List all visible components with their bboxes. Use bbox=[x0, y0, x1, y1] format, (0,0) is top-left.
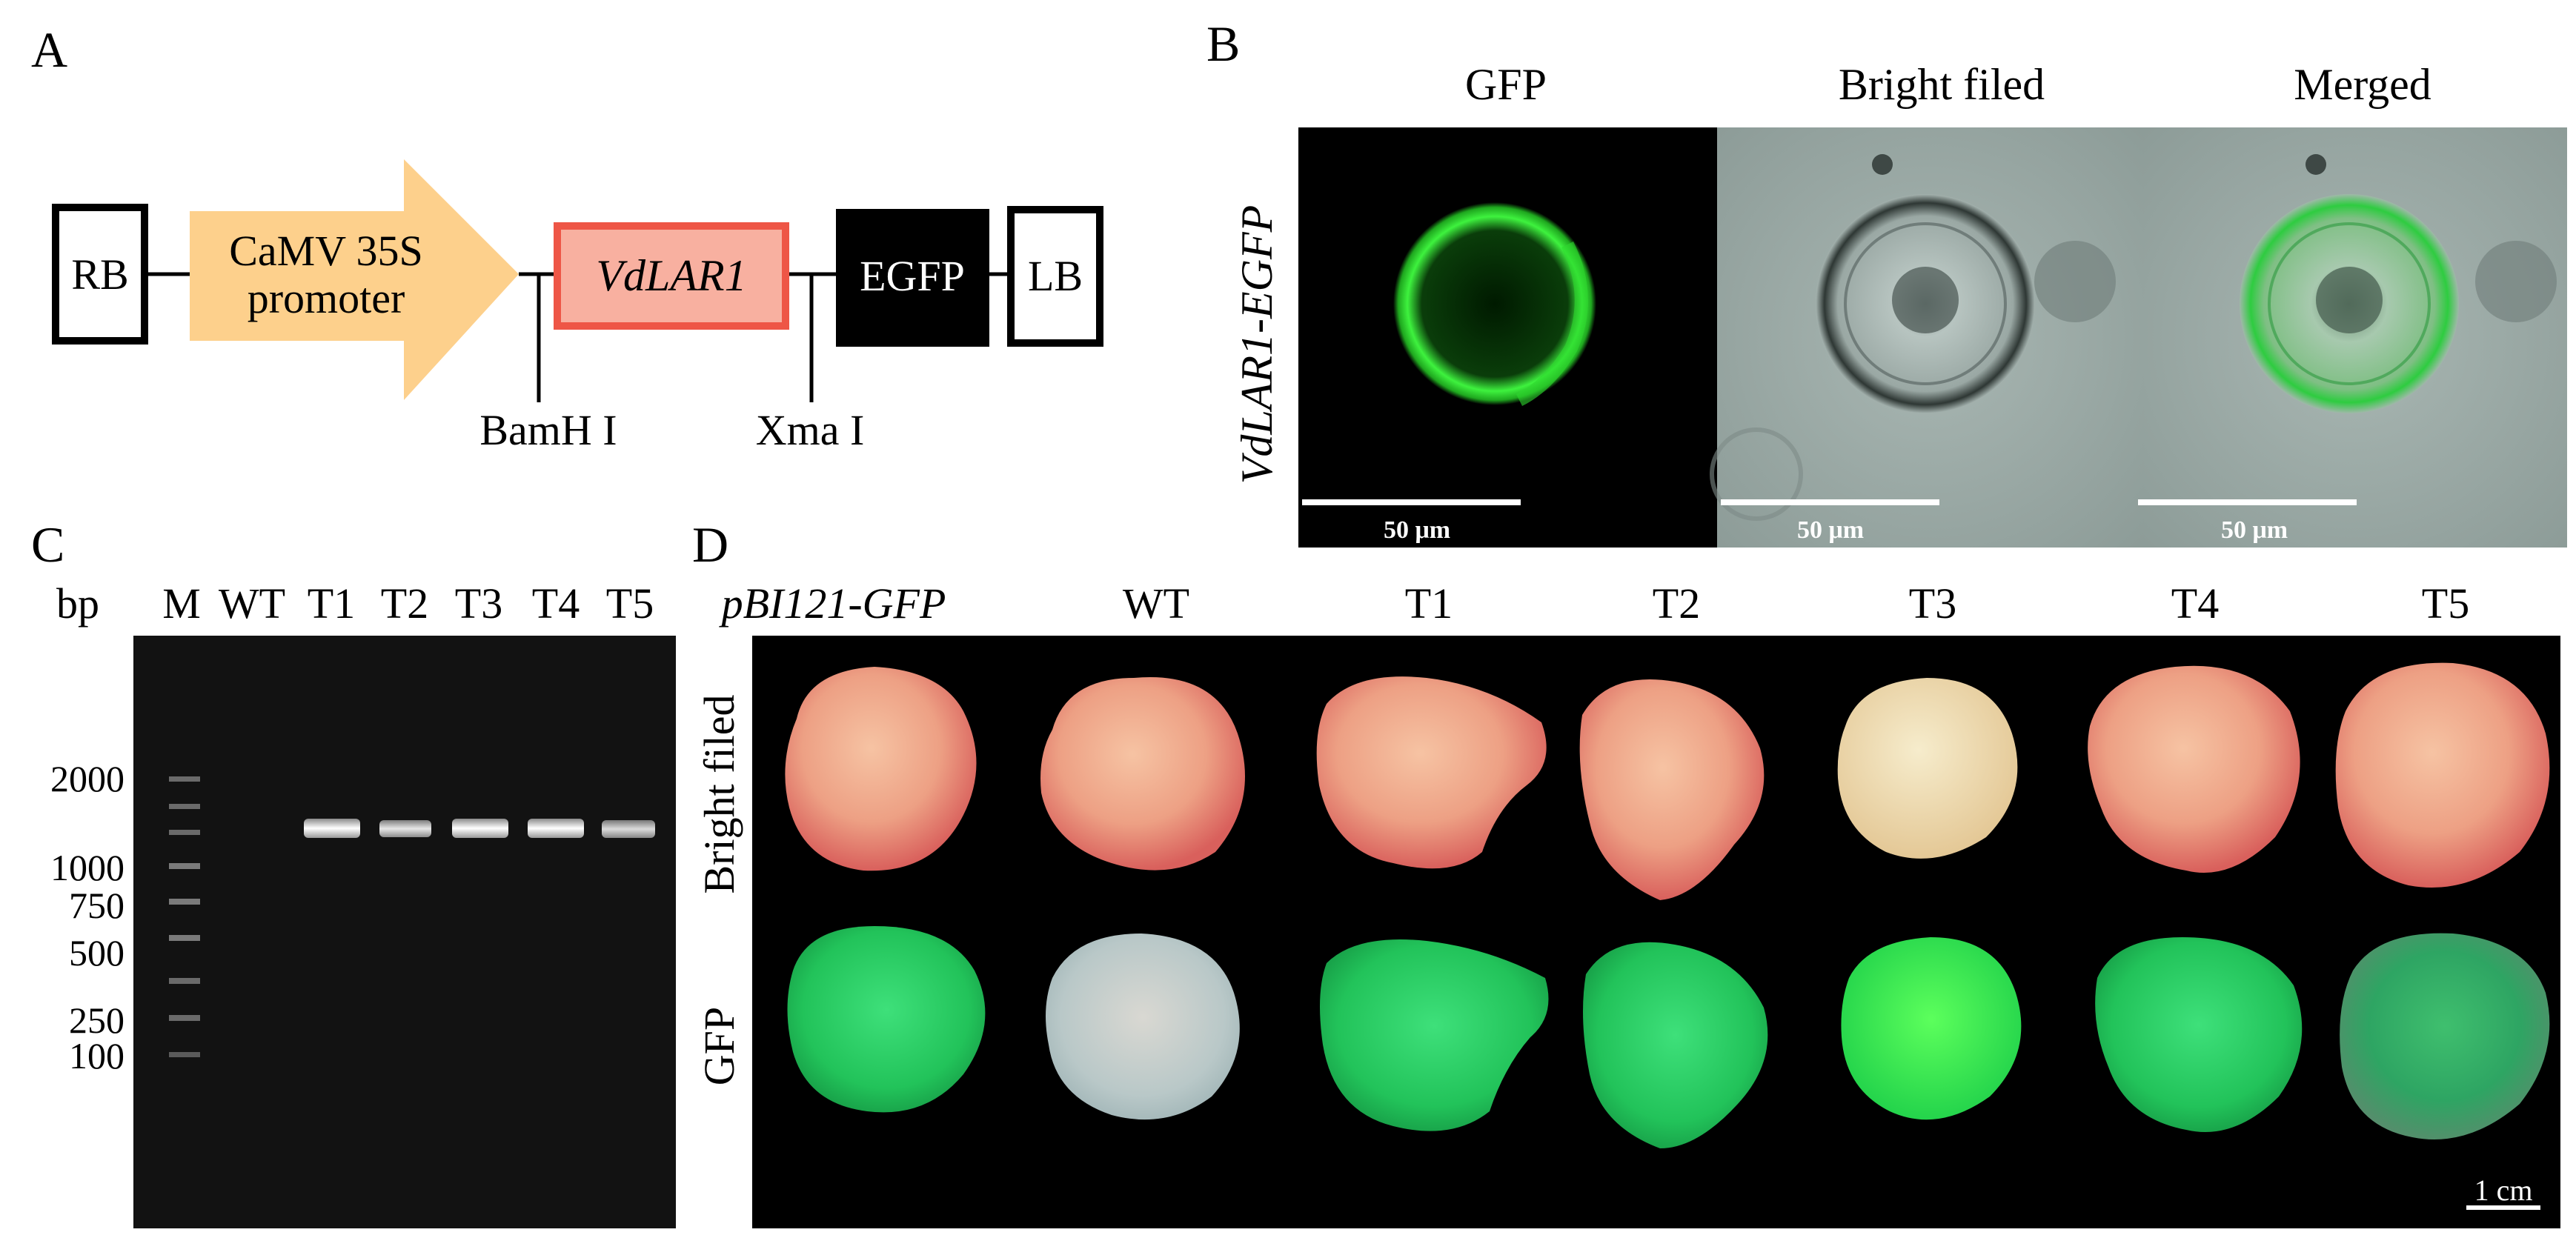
ladder-band bbox=[169, 863, 200, 869]
construct-diagram: RB CaMV 35S promoter BamH I VdLAR1 Xma I… bbox=[52, 159, 1103, 454]
marker-ladder bbox=[169, 776, 200, 1057]
merged-scale-label: 50 μm bbox=[2221, 516, 2288, 544]
calli-row-gfp: GFP bbox=[695, 1007, 743, 1085]
marker-750: 750 bbox=[69, 885, 125, 926]
microscopy-col-gfp: GFP bbox=[1465, 60, 1547, 109]
microscopy-panel: GFP Bright filed Merged VdLAR1-EGFP 50 μ… bbox=[1232, 60, 2567, 548]
callus-bright-wt bbox=[1040, 676, 1245, 871]
microscopy-col-merged: Merged bbox=[2294, 60, 2431, 109]
callus-gfp-pbi121 bbox=[787, 926, 986, 1113]
gel-panel: bp M WT T1 T2 T3 T4 T5 2000 1000 750 bbox=[50, 579, 676, 1228]
ladder-band bbox=[169, 935, 200, 941]
callus-gfp-wt bbox=[1046, 934, 1240, 1120]
merged-particle bbox=[2306, 154, 2326, 175]
promoter-label-line1: CaMV 35S bbox=[229, 227, 423, 275]
ladder-band bbox=[169, 1052, 200, 1057]
calli-col-t4: T4 bbox=[2171, 579, 2219, 628]
calli-panel: pBI121-GFP WT T1 T2 T3 T4 T5 Bright file… bbox=[695, 579, 2560, 1228]
callus-gfp-t2 bbox=[1583, 942, 1768, 1148]
callus-bright-t1 bbox=[1316, 676, 1547, 869]
gel-lane-m: M bbox=[162, 579, 201, 628]
gel-lane-t1: T1 bbox=[308, 579, 355, 628]
lb-label: LB bbox=[1028, 252, 1083, 300]
ladder-band bbox=[169, 1015, 200, 1021]
marker-2000: 2000 bbox=[50, 758, 125, 799]
gfp-protoplast bbox=[1393, 202, 1596, 405]
calli-scale-label: 1 cm bbox=[2474, 1174, 2533, 1207]
band-t5 bbox=[602, 820, 655, 838]
callus-bright-pbi121 bbox=[785, 667, 977, 871]
bamhi-site-label: BamH I bbox=[479, 406, 617, 454]
gel-lane-t4: T4 bbox=[532, 579, 580, 628]
gfp-scale-label: 50 μm bbox=[1384, 516, 1450, 544]
calli-col-t1: T1 bbox=[1405, 579, 1453, 628]
panel-a-label: A bbox=[31, 21, 67, 78]
vdlar1-gene-box bbox=[554, 222, 789, 330]
gel-bp-label: bp bbox=[56, 579, 99, 628]
panel-b-label: B bbox=[1206, 16, 1240, 72]
bf-scale-label: 50 μm bbox=[1797, 516, 1864, 544]
vdlar1-gene-label: VdLAR1 bbox=[596, 251, 746, 300]
gel-lane-t3: T3 bbox=[455, 579, 502, 628]
microscopy-row-label: VdLAR1-EGFP bbox=[1232, 205, 1281, 485]
rb-label: RB bbox=[71, 250, 128, 299]
callus-bright-t4 bbox=[2088, 665, 2300, 873]
ladder-band bbox=[169, 830, 200, 835]
band-t1 bbox=[304, 819, 360, 838]
calli-col-pbi121: pBI121-GFP bbox=[719, 579, 946, 628]
ladder-band bbox=[169, 899, 200, 905]
marker-500: 500 bbox=[69, 932, 125, 974]
band-t2 bbox=[379, 820, 431, 837]
egfp-box bbox=[836, 209, 989, 347]
callus-gfp-t1 bbox=[1320, 939, 1549, 1131]
calli-col-t3: T3 bbox=[1909, 579, 1956, 628]
gel-image bbox=[133, 636, 676, 1228]
gel-lane-wt: WT bbox=[219, 579, 285, 628]
xmai-site-label: Xma I bbox=[756, 406, 865, 454]
ladder-band bbox=[169, 776, 200, 782]
bf-ring-inner bbox=[1844, 222, 2007, 385]
calli-col-t2: T2 bbox=[1653, 579, 1700, 628]
band-t3 bbox=[452, 819, 508, 838]
microscopy-col-bright: Bright filed bbox=[1839, 60, 2045, 109]
calli-row-bright: Bright filed bbox=[695, 694, 743, 893]
marker-250: 250 bbox=[69, 999, 125, 1041]
gel-lane-t2: T2 bbox=[381, 579, 428, 628]
lb-box bbox=[1007, 206, 1103, 347]
bf-halo bbox=[1710, 427, 1803, 521]
bf-particle bbox=[1872, 154, 1893, 175]
panel-d-label: D bbox=[692, 516, 728, 573]
calli-col-t5: T5 bbox=[2422, 579, 2469, 628]
callus-bright-t2 bbox=[1579, 679, 1765, 900]
bf-vacuole bbox=[1892, 267, 1959, 333]
callus-bright-t3 bbox=[1837, 678, 2018, 859]
callus-gfp-t4 bbox=[2095, 937, 2303, 1132]
gel-lane-t5: T5 bbox=[606, 579, 654, 628]
ladder-band bbox=[169, 804, 200, 809]
rb-box bbox=[52, 204, 148, 345]
merged-ring-inner bbox=[2268, 222, 2431, 385]
marker-100: 100 bbox=[69, 1035, 125, 1076]
merged-vacuole bbox=[2316, 267, 2383, 333]
marker-1000: 1000 bbox=[50, 847, 125, 888]
promoter-label-line2: promoter bbox=[248, 274, 405, 322]
calli-col-wt: WT bbox=[1123, 579, 1189, 628]
callus-bright-t5 bbox=[2335, 662, 2550, 888]
bf-neighbor-cell bbox=[2034, 241, 2116, 322]
ladder-band bbox=[169, 978, 200, 984]
panel-c-label: C bbox=[31, 516, 64, 573]
callus-gfp-t3 bbox=[1841, 937, 2022, 1120]
band-t4 bbox=[528, 819, 584, 838]
callus-gfp-t5 bbox=[2340, 933, 2550, 1139]
promoter-arrow bbox=[190, 159, 519, 400]
egfp-label: EGFP bbox=[860, 252, 965, 300]
gfp-cytoplasm bbox=[1516, 241, 1588, 407]
merged-neighbor-cell bbox=[2475, 241, 2557, 322]
